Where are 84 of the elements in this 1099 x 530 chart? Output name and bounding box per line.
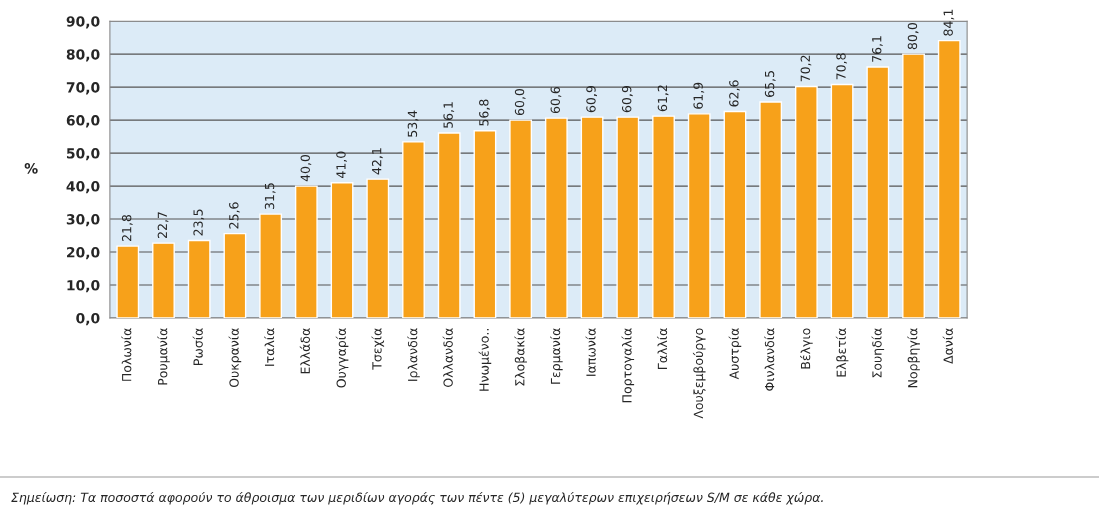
data-label: 60,9 [621, 86, 633, 113]
x-tick-label: Νορβηγία [907, 328, 920, 388]
x-tick-label: Ελλάδα [299, 328, 310, 374]
bar [509, 119, 533, 318]
data-label: 76,1 [872, 36, 883, 62]
data-label: 61,2 [657, 85, 669, 112]
x-tick-label: Πολωνία [121, 328, 132, 381]
data-label: 60,9 [586, 86, 597, 113]
data-label: 70,8 [836, 53, 848, 80]
bar [402, 141, 425, 318]
x-tick-label: Δανία [942, 328, 953, 364]
bar [794, 85, 818, 318]
x-tick-label: Ιρλανδία [407, 328, 420, 381]
data-label: 65,5 [764, 71, 776, 97]
data-label: 56,8 [479, 99, 490, 126]
bar [616, 116, 640, 318]
data-label: 80,0 [907, 23, 919, 50]
y-tick-label: 90,0 [66, 16, 100, 29]
bar [294, 185, 318, 318]
bar [544, 117, 568, 318]
data-label: 53,4 [407, 110, 419, 137]
x-tick-label: Αυστρία [728, 328, 742, 380]
x-tick-label: Ελβετία [835, 328, 849, 377]
x-tick-label: Ιαπωνία [585, 328, 596, 376]
bar [902, 53, 925, 318]
x-tick-label: Ουκρανία [228, 328, 242, 388]
x-tick-label: Σλοβακία [514, 328, 527, 386]
data-label: 42,1 [371, 148, 383, 175]
y-tick-label: 60,0 [66, 115, 100, 128]
bar [330, 182, 354, 318]
x-tick-label: Ουγγαρία [335, 328, 349, 388]
bar [759, 101, 783, 318]
data-label: 70,2 [800, 55, 812, 82]
x-tick-label: Ηνωμένο.. [478, 329, 492, 391]
x-tick-label: Γερμανία [550, 328, 563, 384]
x-tick-label: Ρουμανία [157, 328, 170, 385]
data-label: 22,7 [157, 212, 169, 239]
bar [866, 66, 890, 318]
data-label: 25,6 [229, 202, 240, 229]
bar [723, 110, 747, 318]
x-tick-label: Βέλγιο [800, 328, 813, 369]
y-tick-label: 0,0 [76, 312, 100, 326]
bar [580, 116, 604, 318]
data-label: 84,1 [943, 9, 955, 36]
data-label: 31,5 [264, 183, 276, 209]
y-tick-label: 50,0 [66, 148, 100, 161]
bar [223, 232, 247, 318]
bar [187, 239, 211, 318]
data-label: 60,0 [514, 88, 526, 116]
bar [116, 245, 140, 318]
y-tick-label: 70,0 [66, 82, 100, 95]
bar [259, 213, 283, 318]
bar [937, 39, 961, 318]
x-tick-label: Ιταλία [264, 328, 275, 366]
x-tick-label: Φινλανδία [764, 328, 775, 391]
data-label: 60,6 [550, 86, 562, 114]
bar [437, 132, 461, 318]
y-tick-label: 40,0 [66, 181, 100, 194]
y-tick-label: 20,0 [67, 247, 100, 260]
data-label: 40,0 [300, 154, 312, 182]
bar [687, 113, 711, 318]
data-label: 56,1 [443, 102, 455, 128]
data-label: 61,9 [693, 82, 705, 109]
x-tick-label: Σουηδία [871, 328, 885, 378]
x-tick-label: Πορτογαλία [621, 328, 635, 403]
x-tick-label: Τσεχία [371, 328, 385, 370]
text: Σημείωση: Τα ποσοστά αφορούν το άθροισμα των μεριδίων αγοράς των πέντε (5) μεγαλύτερων επιχειρήσεων S/M σε κάθε χώρα. [11, 491, 823, 505]
data-label: 62,6 [729, 80, 740, 107]
bar [366, 178, 390, 318]
bar [652, 115, 675, 318]
y-tick-label: 80,0 [66, 49, 100, 62]
y-tick-label: 10,0 [67, 279, 100, 293]
x-tick-label: Ολλανδία [442, 328, 453, 387]
y-tick-label: 30,0 [66, 214, 100, 227]
bar [830, 83, 854, 318]
data-label: 21,8 [121, 214, 133, 242]
x-tick-label: Λουξεμβούργο [692, 328, 706, 419]
bar [473, 129, 497, 318]
y-axis-title: % [24, 163, 38, 174]
x-tick-label: Ρωσία [192, 328, 203, 365]
x-tick-label: Γαλλία [656, 328, 668, 369]
data-label: 23,5 [193, 209, 205, 236]
data-label: 41,0 [336, 151, 347, 179]
bar [152, 242, 175, 318]
